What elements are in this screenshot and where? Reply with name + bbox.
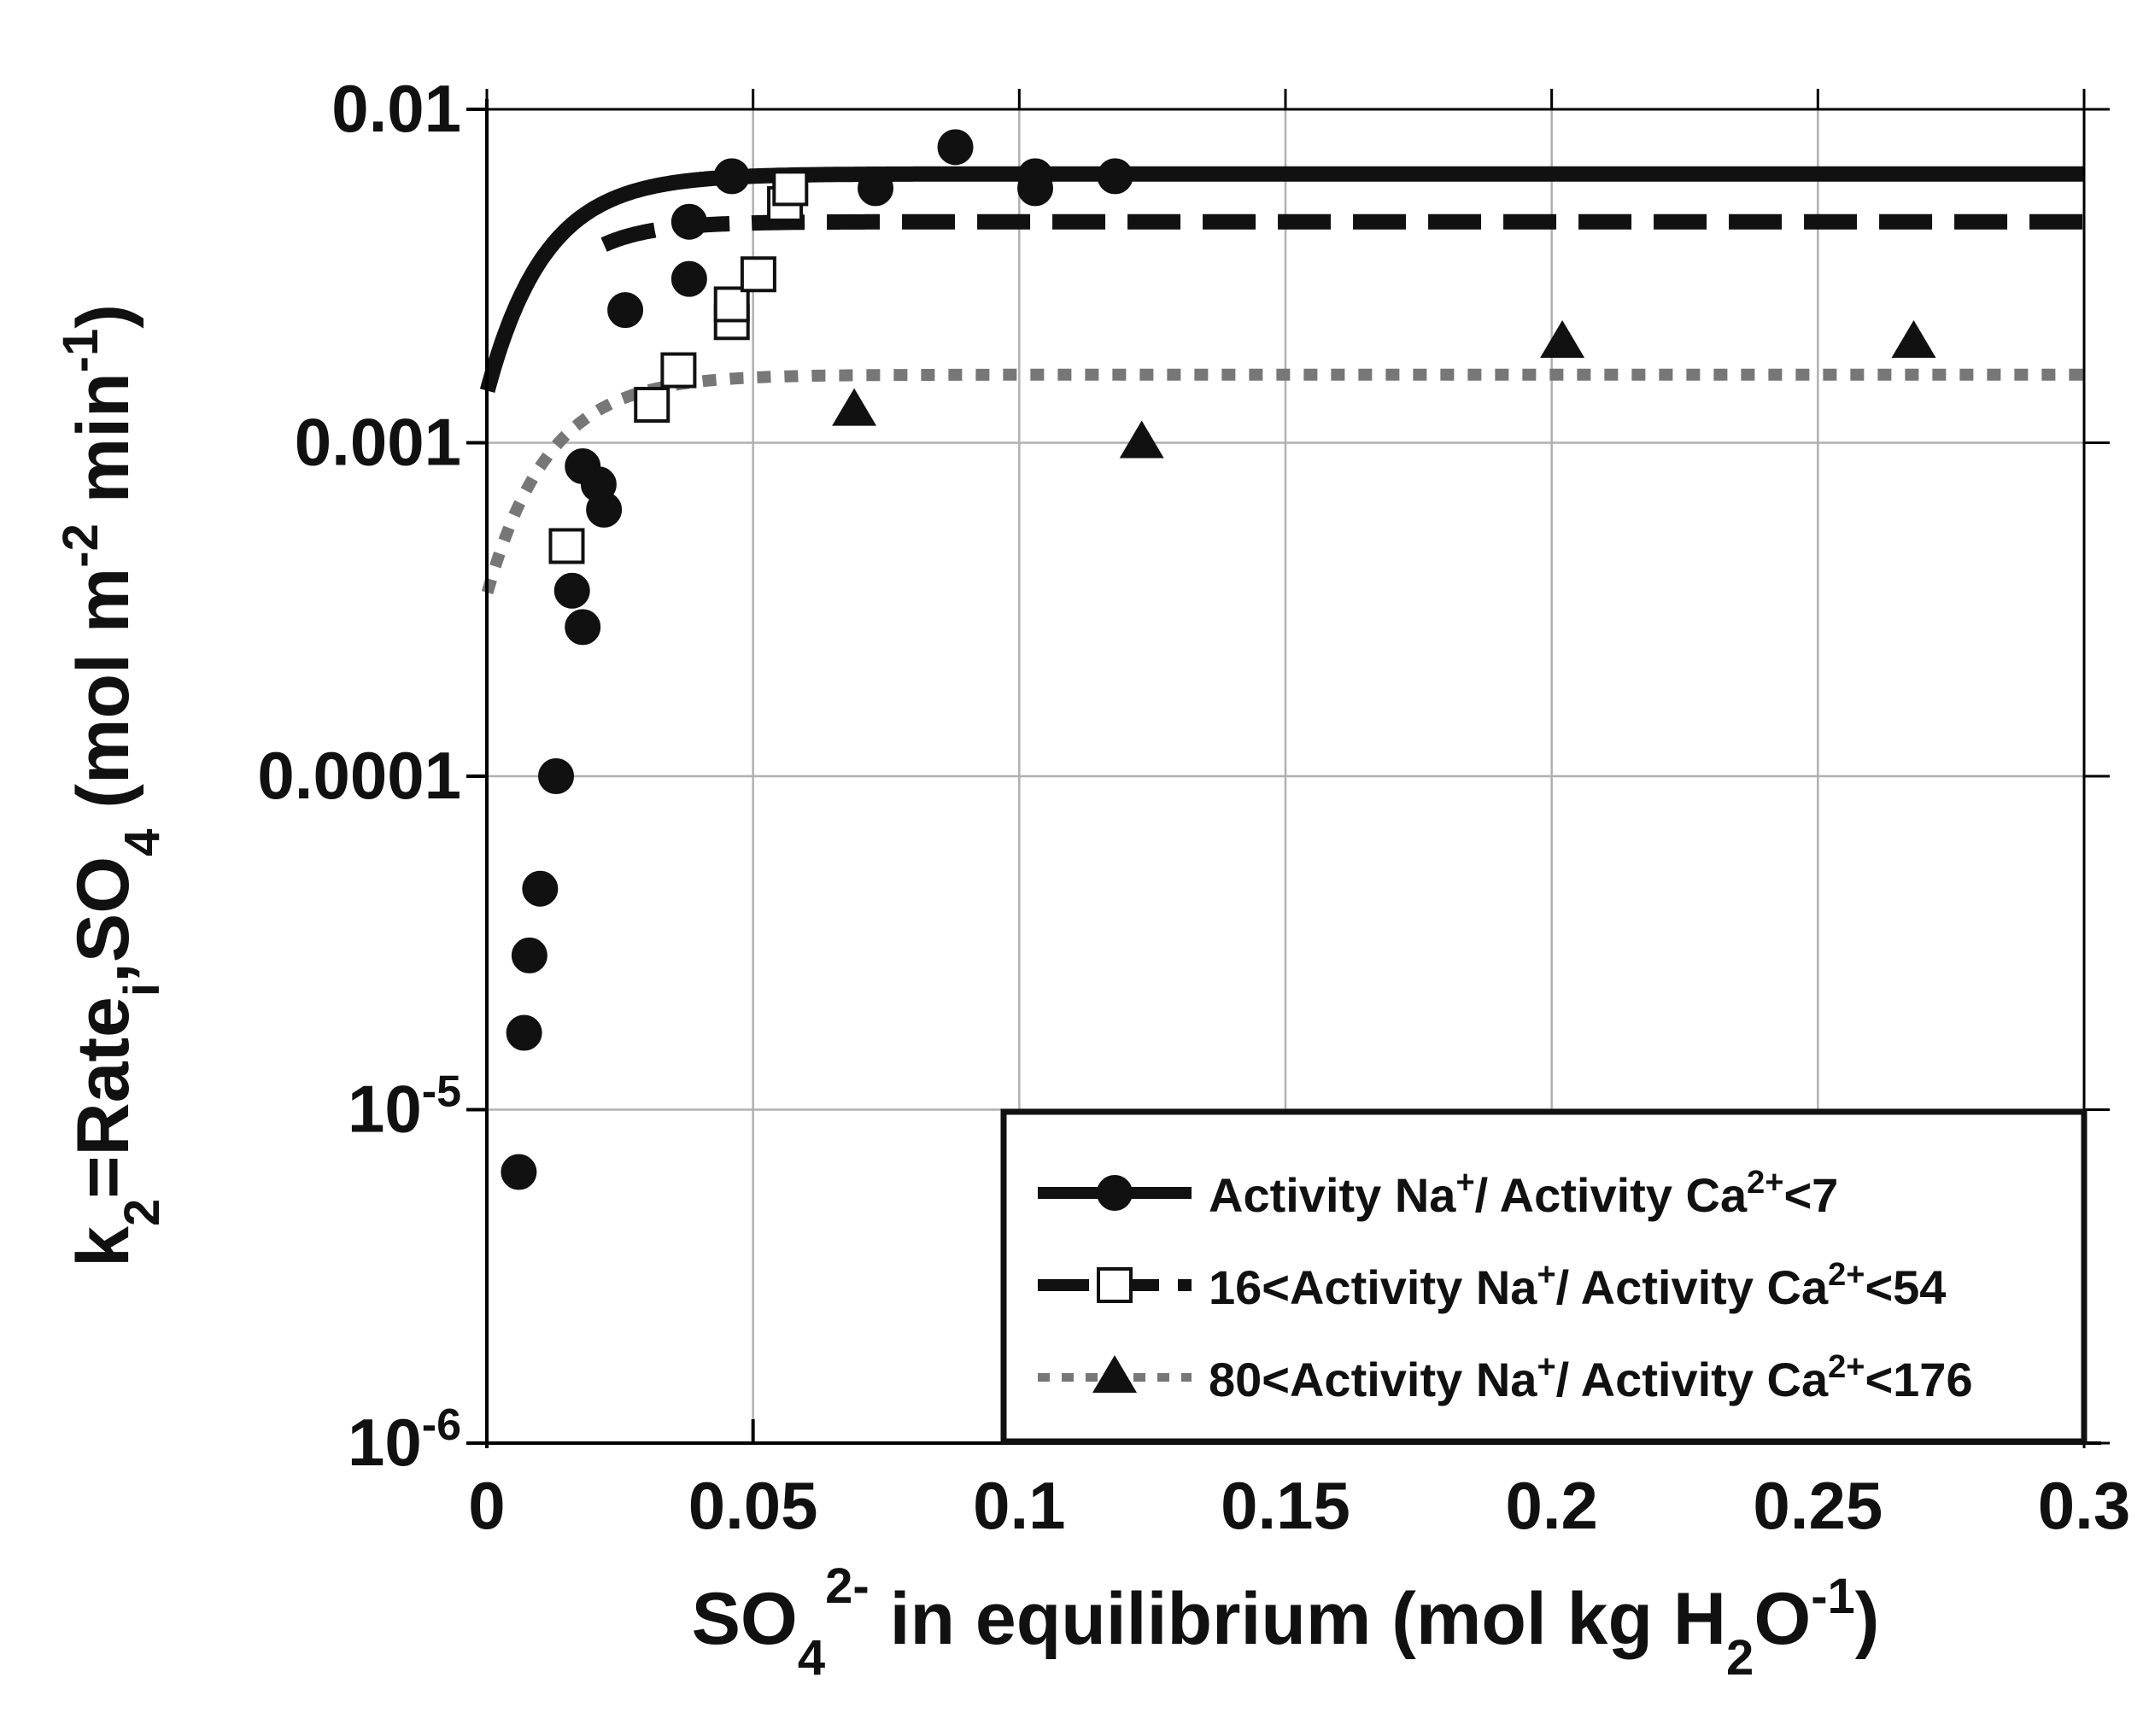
data-point-square-open bbox=[548, 528, 585, 564]
axes: 0 0.05 0.1 0.15 0.2 0.25 0.3 0.01 0.001 0.0001 10-… bbox=[257, 71, 2130, 1543]
y-tick-label: 10-6 bbox=[348, 1400, 461, 1480]
legend-box bbox=[1000, 1108, 2088, 1445]
x-tick-label: 0.15 bbox=[1221, 1468, 1350, 1543]
fit-curve-dotted bbox=[481, 368, 2084, 594]
x-tick-label: 0.1 bbox=[973, 1468, 1065, 1543]
axis-labels: SO42- in equilibrium (mol kg H2O-1) k2=Ra… bbox=[53, 304, 1879, 1686]
legend-label: 80<Activity Na+/ Activity Ca2+<176 bbox=[1209, 1349, 1973, 1406]
data-point-circle bbox=[1017, 170, 1054, 207]
data-point-circle bbox=[607, 292, 644, 329]
fit-curve-solid bbox=[479, 166, 2084, 393]
data-point-circle bbox=[522, 870, 559, 907]
data-point-triangle bbox=[1891, 319, 1936, 358]
x-tick-label: 0.3 bbox=[2038, 1468, 2130, 1543]
data-point-circle bbox=[1097, 158, 1133, 195]
x-tick-label: 0 bbox=[468, 1468, 505, 1543]
y-axis-title-group: k2=Ratei,SO4 (mol m-2 min-1) bbox=[53, 304, 170, 1267]
data-point-circle bbox=[713, 158, 750, 195]
data-point-circle bbox=[501, 1154, 537, 1190]
y-tick-label: 10-5 bbox=[348, 1067, 461, 1147]
y-tick-label: 0.0001 bbox=[257, 738, 461, 813]
data-point-square-open bbox=[713, 286, 750, 323]
fit-curve-dashed bbox=[600, 213, 2084, 252]
data-point-circle bbox=[565, 609, 601, 646]
data-point-circle bbox=[506, 1014, 542, 1051]
legend-marker-circle bbox=[1097, 1175, 1133, 1211]
data-points bbox=[501, 129, 1936, 1190]
legend-marker-square-open bbox=[1097, 1267, 1133, 1303]
legend: Activity Na+/ Activity Ca2+<7 16<Activity… bbox=[1000, 1108, 2088, 1445]
data-point-circle bbox=[538, 758, 575, 794]
y-tick-label: 0.001 bbox=[295, 405, 461, 480]
legend-marker-triangle bbox=[1092, 1355, 1137, 1393]
data-point-triangle bbox=[832, 388, 877, 426]
data-point-square-open bbox=[634, 387, 670, 424]
data-point-circle bbox=[553, 572, 590, 609]
x-tick-label: 0.25 bbox=[1753, 1468, 1883, 1543]
data-point-square-open bbox=[740, 256, 776, 293]
data-point-circle bbox=[670, 260, 707, 297]
data-point-circle bbox=[511, 937, 547, 973]
legend-label: 16<Activity Na+/ Activity Ca2+<54 bbox=[1209, 1257, 1946, 1314]
data-point-circle bbox=[858, 170, 894, 207]
data-point-square-open bbox=[660, 352, 697, 389]
legend-label: Activity Na+/ Activity Ca2+<7 bbox=[1209, 1165, 1838, 1222]
data-point-circle bbox=[670, 203, 707, 240]
x-tick-label: 0.2 bbox=[1505, 1468, 1597, 1543]
y-tick-label: 0.01 bbox=[331, 71, 461, 146]
data-point-circle bbox=[586, 491, 623, 528]
data-point-triangle bbox=[1540, 319, 1585, 358]
x-axis-title: SO42- in equilibrium (mol kg H2O-1) bbox=[692, 1558, 1880, 1686]
data-point-square-open bbox=[772, 170, 809, 207]
grid-lines bbox=[487, 109, 2084, 1443]
data-point-triangle bbox=[1119, 420, 1164, 459]
data-point-circle bbox=[937, 129, 974, 166]
y-axis-title: k2=Ratei,SO4 (mol m-2 min-1) bbox=[53, 304, 170, 1267]
x-tick-label: 0.05 bbox=[688, 1468, 818, 1543]
fit-curves bbox=[479, 166, 2084, 594]
